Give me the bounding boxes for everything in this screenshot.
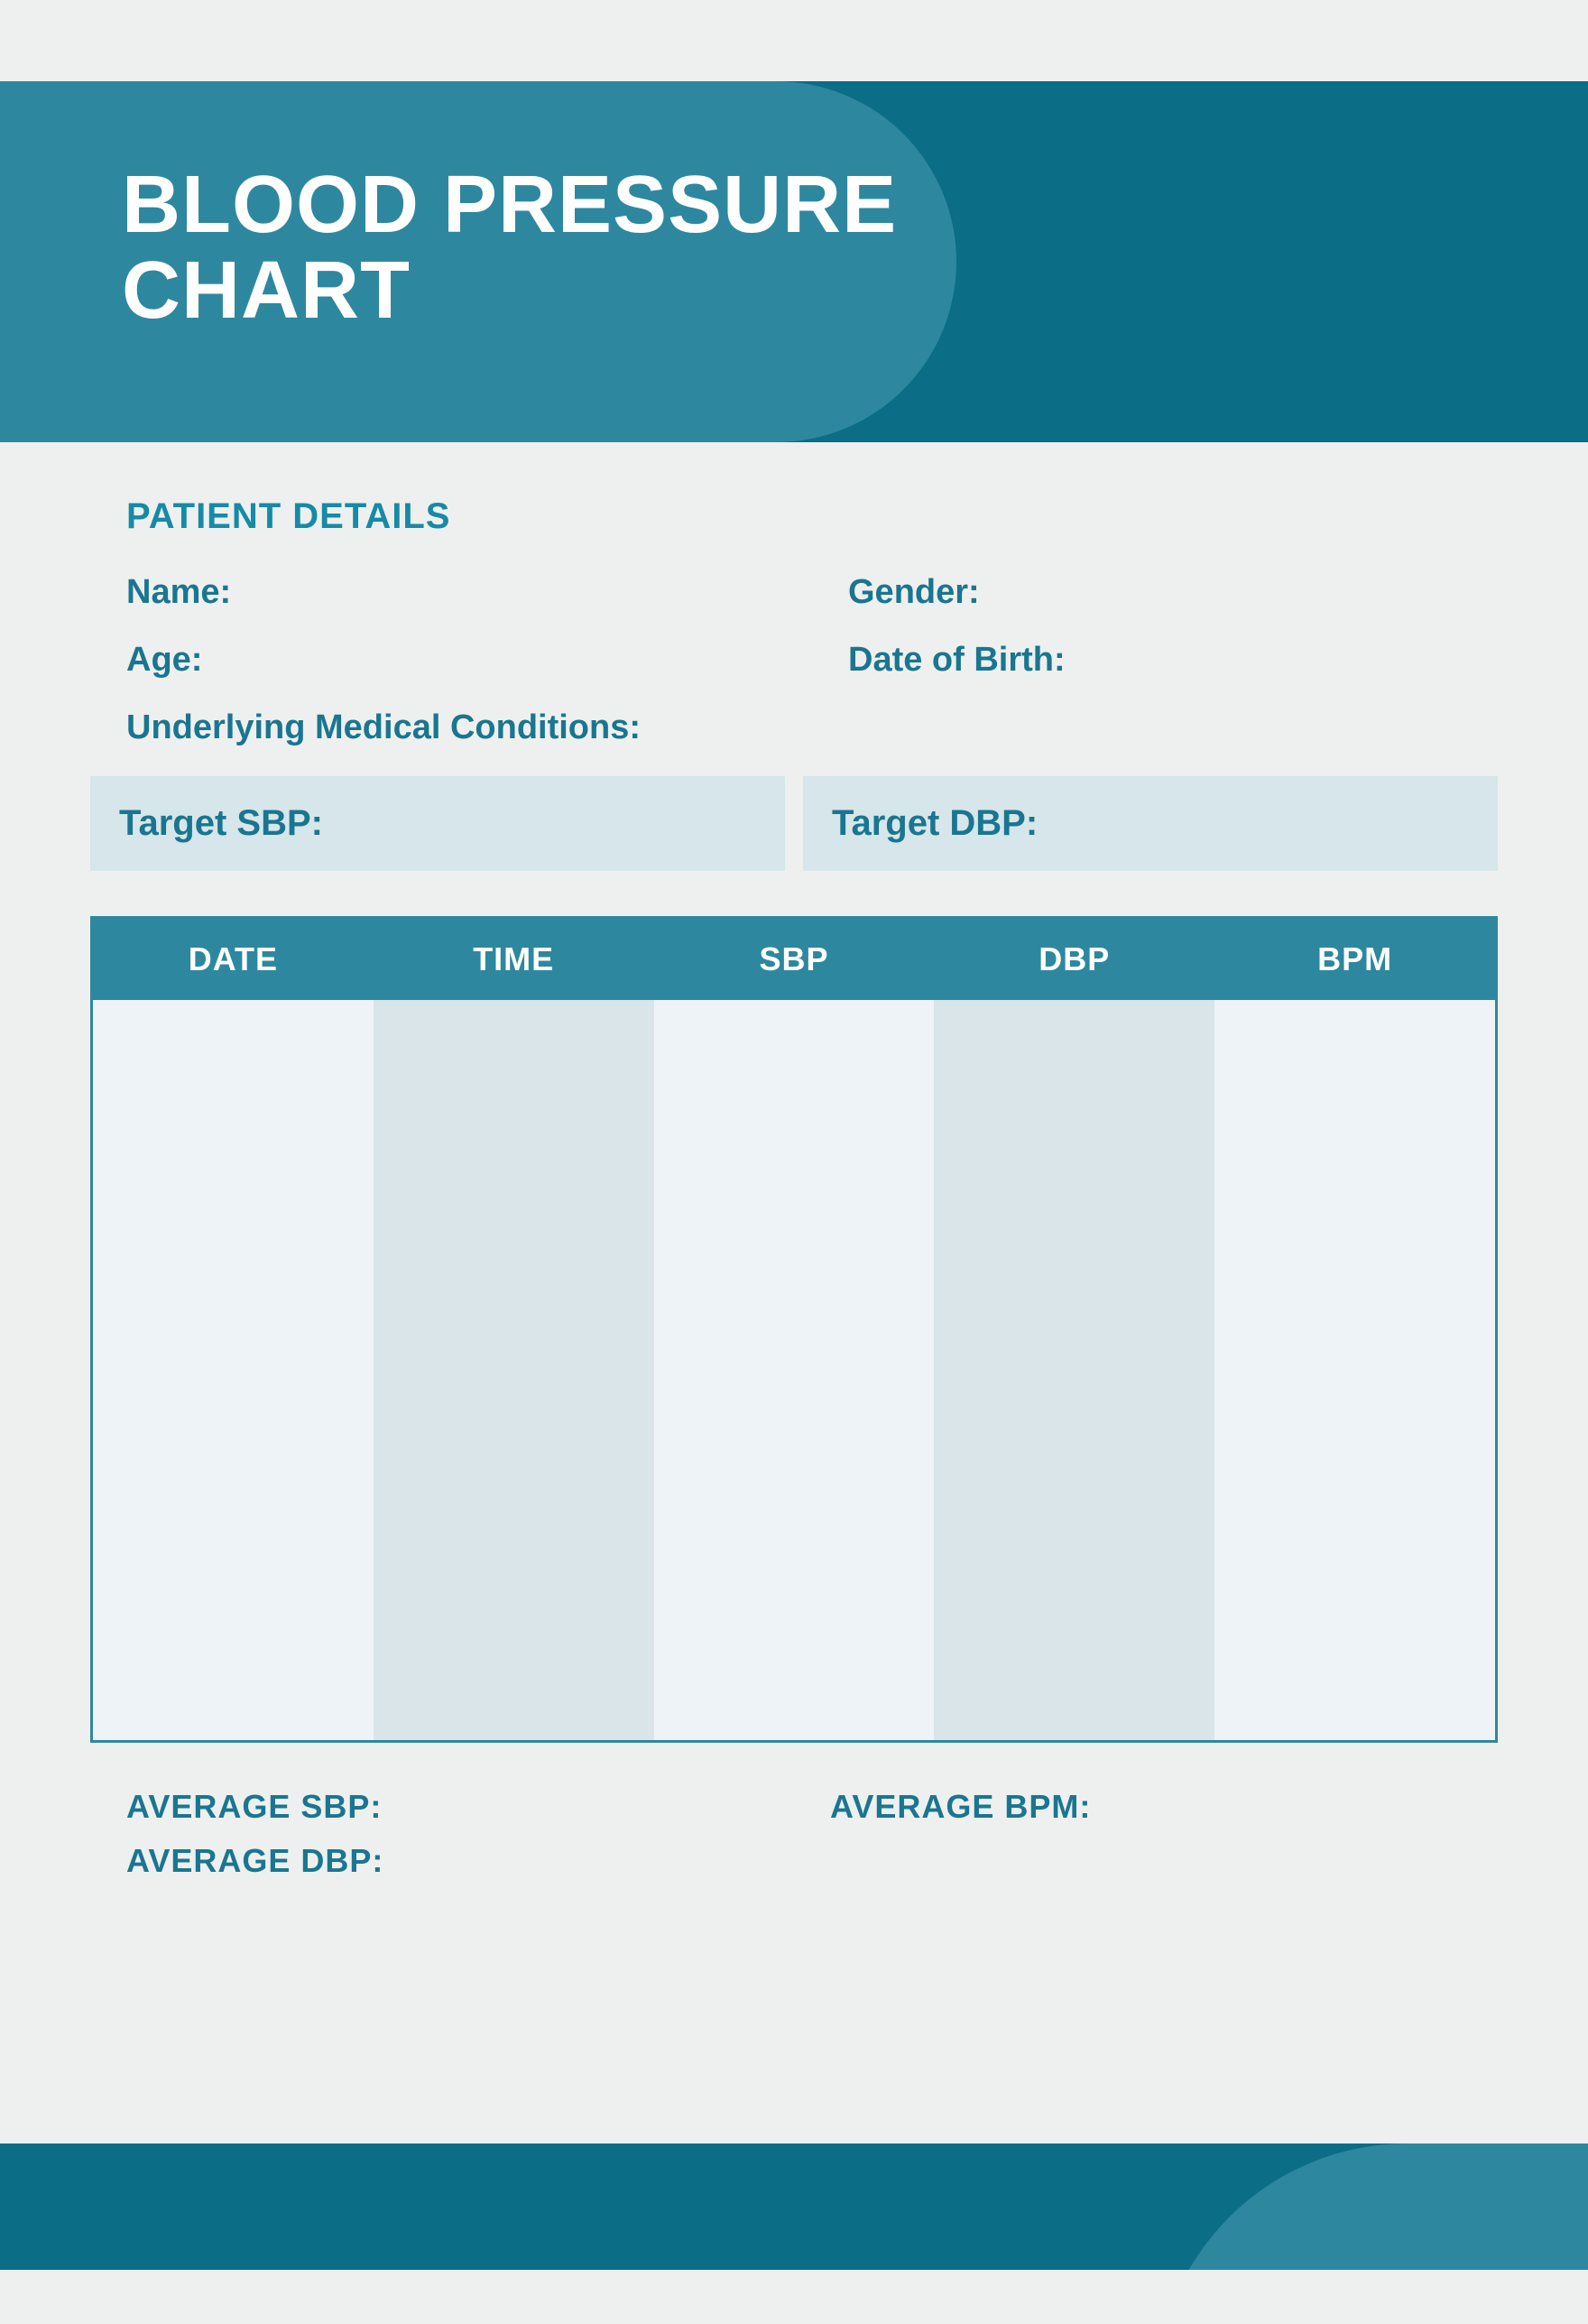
col-sbp — [654, 1000, 935, 1740]
col-dbp — [934, 1000, 1214, 1740]
readings-table: DATE TIME SBP DBP BPM — [90, 916, 1498, 1743]
header-banner: BLOOD PRESSURE CHART — [0, 81, 1588, 442]
detail-row: Age: Date of Birth: — [126, 641, 1498, 680]
target-dbp-box: Target DBP: — [803, 776, 1498, 871]
patient-details-grid: Name: Gender: Age: Date of Birth: Underl… — [126, 573, 1498, 747]
th-time: TIME — [374, 940, 654, 978]
dob-label: Date of Birth: — [848, 641, 1066, 679]
averages-section: AVERAGE SBP: AVERAGE DBP: AVERAGE BPM: — [126, 1788, 1498, 1896]
page-title: BLOOD PRESSURE CHART — [0, 81, 1588, 333]
name-label: Name: — [126, 573, 231, 611]
conditions-label: Underlying Medical Conditions: — [126, 708, 641, 746]
avg-bpm-label: AVERAGE BPM: — [830, 1788, 1498, 1826]
content-area: PATIENT DETAILS Name: Gender: Age: Date … — [0, 442, 1588, 1896]
target-row: Target SBP: Target DBP: — [90, 776, 1498, 871]
title-line-1: BLOOD PRESSURE — [122, 160, 897, 250]
table-header-row: DATE TIME SBP DBP BPM — [93, 919, 1495, 1000]
gender-label: Gender: — [848, 573, 980, 611]
age-label: Age: — [126, 641, 202, 679]
avg-sbp-label: AVERAGE SBP: — [126, 1788, 830, 1826]
target-sbp-box: Target SBP: — [90, 776, 785, 871]
th-date: DATE — [93, 940, 374, 978]
footer-banner — [0, 2143, 1588, 2270]
col-date — [93, 1000, 374, 1740]
page: BLOOD PRESSURE CHART PATIENT DETAILS Nam… — [0, 81, 1588, 2324]
target-dbp-label: Target DBP: — [832, 803, 1038, 843]
table-body — [93, 1000, 1495, 1740]
th-bpm: BPM — [1214, 940, 1495, 978]
title-line-2: CHART — [122, 245, 411, 336]
avg-dbp-label: AVERAGE DBP: — [126, 1842, 830, 1880]
th-dbp: DBP — [934, 940, 1214, 978]
th-sbp: SBP — [654, 940, 935, 978]
col-bpm — [1214, 1000, 1495, 1740]
target-sbp-label: Target SBP: — [119, 803, 323, 843]
detail-row: Name: Gender: — [126, 573, 1498, 612]
footer-accent-shape — [1155, 2143, 1588, 2270]
patient-details-heading: PATIENT DETAILS — [126, 496, 1498, 537]
detail-row: Underlying Medical Conditions: — [126, 708, 1498, 747]
col-time — [374, 1000, 654, 1740]
